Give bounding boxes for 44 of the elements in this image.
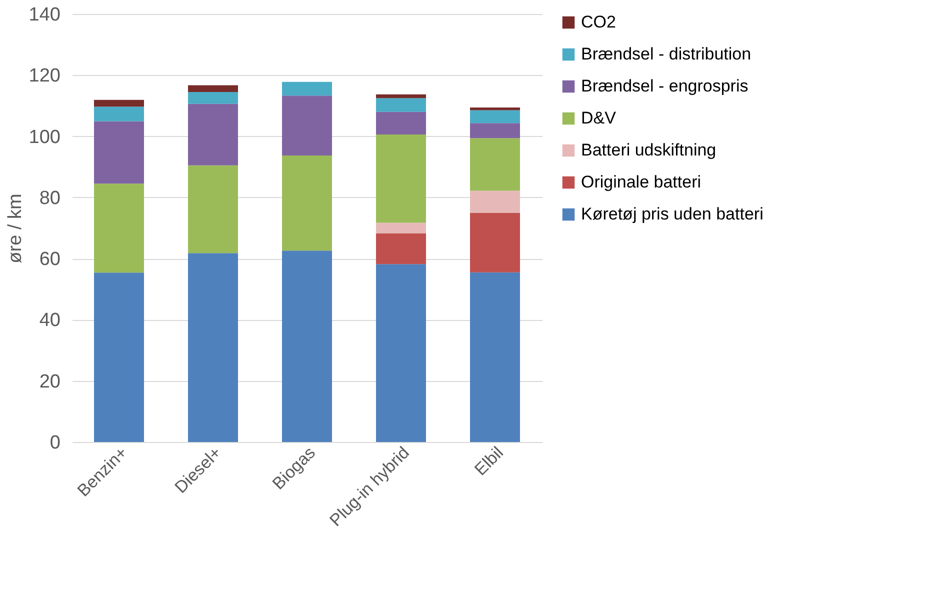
bar (376, 264, 426, 442)
bar (376, 222, 426, 234)
legend-label: Originale batteri (581, 172, 702, 192)
y-axis-title: øre / km (4, 194, 26, 264)
bar (282, 156, 332, 251)
bar (188, 253, 238, 442)
y-tick-label: 100 (28, 126, 60, 148)
legend-label: Brændsel - engrospris (581, 76, 748, 96)
bar (470, 190, 520, 213)
bar (282, 250, 332, 442)
bar (376, 233, 426, 264)
bar (94, 121, 144, 184)
bar (282, 96, 332, 156)
legend-label: CO2 (581, 12, 616, 32)
legend-label: D&V (581, 108, 617, 128)
bar (94, 106, 144, 122)
bar (94, 100, 144, 107)
y-tick-label: 120 (28, 66, 60, 87)
bar (470, 123, 520, 138)
legend-label: Batteri udskiftning (581, 140, 716, 160)
bar (188, 165, 238, 254)
bar (470, 110, 520, 124)
bar (376, 94, 426, 98)
legend-label: Køretøj pris uden batteri (581, 204, 764, 224)
bar (188, 85, 238, 92)
y-tick-label: 0 (50, 432, 60, 454)
bar (376, 134, 426, 223)
bar (188, 92, 238, 104)
bar (376, 98, 426, 112)
y-tick-label: 60 (39, 249, 60, 270)
y-tick-label: 20 (39, 371, 60, 392)
bar (188, 104, 238, 166)
legend-label: Brændsel - distribution (581, 44, 752, 64)
bar (470, 272, 520, 442)
bar (94, 272, 144, 442)
y-tick-label: 40 (39, 310, 60, 332)
bar (282, 82, 332, 96)
y-tick-label: 140 (28, 4, 60, 26)
y-tick-label: 80 (39, 188, 60, 209)
bar (376, 112, 426, 134)
bar (470, 212, 520, 272)
bar (470, 138, 520, 191)
bar (470, 108, 520, 110)
bar (94, 184, 144, 273)
